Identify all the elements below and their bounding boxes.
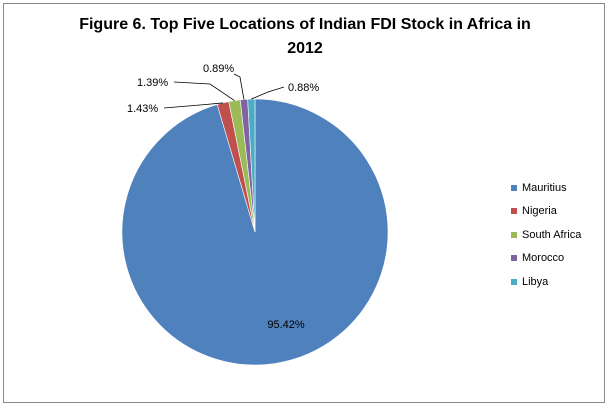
legend-label-mauritius: Mauritius — [522, 181, 567, 194]
legend-label-nigeria: Nigeria — [522, 205, 557, 218]
leader-line-libya — [251, 86, 285, 100]
chart-title: Figure 6. Top Five Locations of Indian F… — [79, 16, 531, 57]
legend-item-morocco: Morocco — [511, 247, 581, 271]
legend-swatch-mauritius — [511, 184, 517, 191]
legend-swatch-nigeria — [511, 208, 517, 215]
legend-swatch-south-africa — [511, 231, 517, 238]
legend-item-libya: Libya — [511, 270, 581, 294]
data-label-south-africa: 1.39% — [137, 77, 168, 89]
legend-item-nigeria: Nigeria — [511, 200, 581, 224]
leader-line-morocco — [233, 73, 245, 100]
data-label-morocco: 0.89% — [203, 63, 234, 75]
legend-label-libya: Libya — [522, 275, 549, 288]
leader-line-nigeria — [163, 102, 223, 109]
data-label-mauritius: 95.42% — [267, 319, 305, 331]
legend-label-morocco: Morocco — [522, 252, 565, 265]
chart-legend: Mauritius Nigeria South Africa Morocco Libya — [511, 176, 581, 294]
legend-item-mauritius: Mauritius — [511, 176, 581, 200]
legend-swatch-morocco — [511, 255, 517, 262]
legend-label-south-africa: South Africa — [522, 228, 582, 241]
data-label-nigeria: 1.43% — [127, 103, 158, 115]
legend-swatch-libya — [511, 278, 517, 285]
leader-line-south-africa — [173, 81, 235, 101]
legend-item-south-africa: South Africa — [511, 223, 581, 247]
data-label-libya: 0.88% — [288, 82, 319, 94]
